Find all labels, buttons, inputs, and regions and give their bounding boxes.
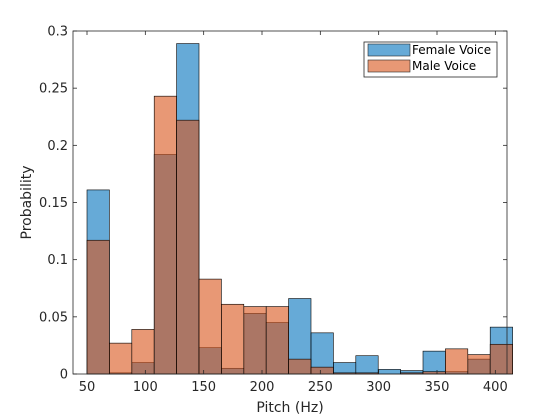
- y-tick-label-3: 0.15: [39, 196, 68, 211]
- y-tick-label-1: 0.05: [39, 310, 68, 325]
- male-bar-7: [243, 306, 267, 375]
- legend-swatch-female: [367, 43, 411, 57]
- male-bar-18: [489, 343, 513, 375]
- male-bar-17: [467, 354, 491, 375]
- male-bar-1: [109, 342, 133, 375]
- x-tick-label-3: 200: [250, 380, 275, 395]
- y-tick-label-6: 0.3: [47, 25, 68, 40]
- legend: Female Voice Male Voice: [363, 41, 498, 78]
- x-tick-label-4: 250: [308, 380, 333, 395]
- male-bar-6: [221, 303, 245, 375]
- x-tick-label-0: 50: [79, 380, 96, 395]
- x-tick-label-5: 300: [366, 380, 391, 395]
- y-tick-label-4: 0.2: [47, 139, 68, 154]
- x-tick-label-1: 100: [133, 380, 158, 395]
- male-bar-0: [86, 239, 110, 375]
- male-bar-16: [445, 348, 469, 375]
- female-bar-11: [333, 362, 357, 375]
- female-bar-12: [355, 355, 379, 375]
- male-bar-9: [288, 358, 312, 375]
- male-bar-8: [265, 306, 289, 375]
- male-voice-bars: [86, 95, 513, 375]
- legend-label-male: Male Voice: [412, 59, 476, 73]
- male-bar-2: [131, 329, 155, 375]
- x-tick-label-6: 350: [425, 380, 450, 395]
- male-bar-4: [176, 119, 200, 375]
- x-axis-ticks: 50 100 150 200 250 300 350 400: [79, 31, 508, 395]
- female-bar-15: [422, 350, 446, 375]
- male-bar-3: [153, 95, 177, 375]
- male-bar-5: [198, 278, 222, 375]
- female-bar-13: [377, 369, 401, 375]
- x-axis-label: Pitch (Hz): [256, 400, 323, 416]
- y-tick-label-0: 0: [60, 368, 68, 383]
- y-axis-label: Probability: [19, 165, 35, 239]
- male-bar-10: [310, 366, 334, 375]
- legend-label-female: Female Voice: [412, 43, 491, 57]
- y-axis-ticks: 0 0.05 0.1 0.15 0.2 0.25 0.3: [39, 25, 507, 383]
- legend-swatch-male: [367, 59, 411, 73]
- x-tick-label-7: 400: [483, 380, 508, 395]
- y-tick-label-5: 0.25: [39, 82, 68, 97]
- x-tick-label-2: 150: [191, 380, 216, 395]
- y-tick-label-2: 0.1: [47, 253, 68, 268]
